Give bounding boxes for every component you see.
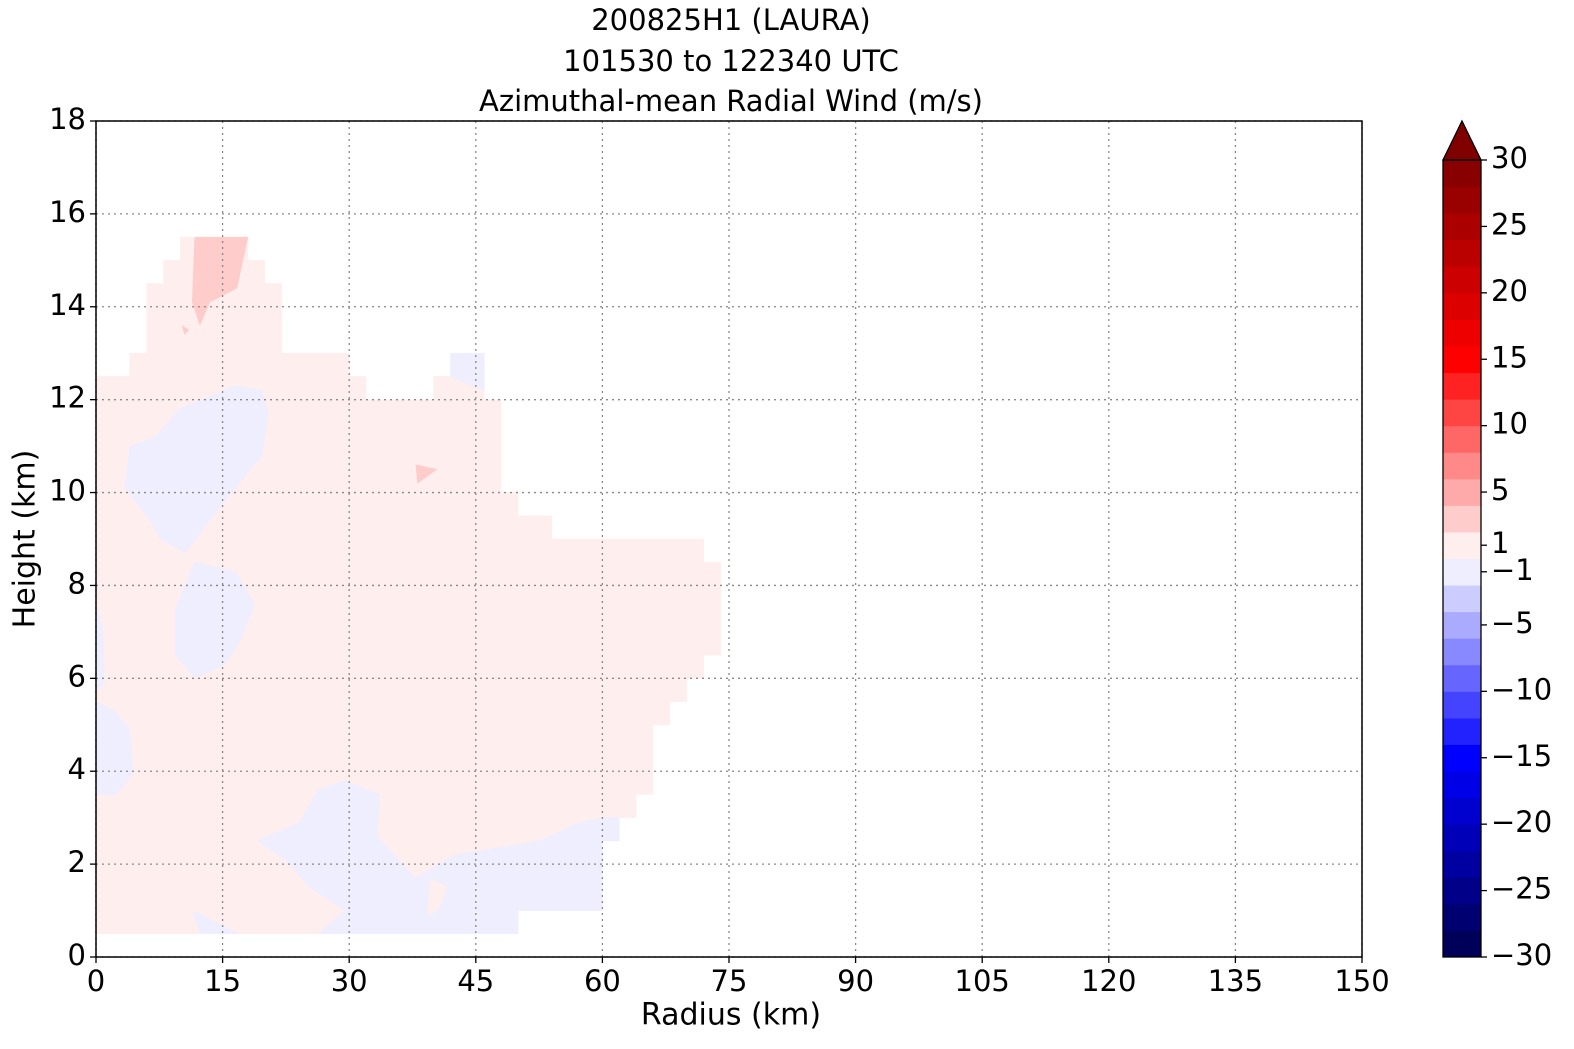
contour-region	[427, 877, 448, 916]
y-tick-label: 2	[68, 845, 86, 879]
chart-title: 101530 to 122340 UTC	[563, 44, 899, 78]
colorbar-band	[1443, 186, 1481, 214]
colorbar-band	[1443, 797, 1481, 825]
colorbar-band	[1443, 452, 1481, 480]
colorbar-tick-label: −15	[1491, 739, 1552, 773]
colorbar-band	[1443, 611, 1481, 639]
x-tick-label: 45	[457, 964, 494, 998]
y-tick-label: 10	[49, 474, 86, 508]
x-tick-label: 75	[711, 964, 748, 998]
x-tick-label: 135	[1208, 964, 1263, 998]
colorbar-band	[1443, 903, 1481, 931]
colorbar-band	[1443, 345, 1481, 374]
x-tick-label: 90	[837, 964, 874, 998]
colorbar-band	[1443, 638, 1481, 666]
colorbar-band	[1443, 239, 1481, 267]
contour-region	[181, 324, 190, 336]
colorbar-tick-label: 30	[1491, 141, 1528, 175]
x-tick-label: 0	[87, 964, 105, 998]
contour-region	[191, 236, 249, 327]
colorbar-tick-label: −30	[1491, 938, 1552, 972]
colorbar-band	[1443, 850, 1481, 878]
colorbar-band	[1443, 372, 1481, 400]
contour-region	[192, 910, 239, 935]
colorbar-band	[1443, 292, 1481, 320]
x-axis-label: Radius (km)	[641, 998, 821, 1033]
y-tick-label: 18	[49, 102, 86, 136]
x-tick-label: 150	[1334, 964, 1389, 998]
colorbar-tick-label: −1	[1491, 553, 1534, 587]
colorbar-band	[1443, 319, 1481, 347]
colorbar-band	[1443, 505, 1481, 533]
colorbar-band	[1443, 160, 1481, 188]
colorbar-tick-label: 15	[1491, 340, 1528, 374]
x-tick-label: 105	[955, 964, 1010, 998]
y-tick-label: 12	[49, 381, 86, 415]
colorbar-band	[1443, 930, 1481, 958]
colorbar-tick-label: 10	[1491, 407, 1528, 441]
colorbar-band	[1443, 266, 1481, 294]
colorbar-band	[1443, 744, 1481, 772]
x-tick-label: 60	[584, 964, 621, 998]
chart-title: Azimuthal-mean Radial Wind (m/s)	[479, 84, 983, 118]
y-tick-label: 8	[68, 566, 86, 600]
colorbar-band	[1443, 478, 1481, 506]
colorbar-tick-label: 1	[1491, 526, 1509, 560]
contour-region	[175, 561, 255, 679]
colorbar-tick-label: 25	[1491, 207, 1528, 241]
contour-region	[256, 780, 620, 935]
colorbar-band	[1443, 558, 1481, 586]
y-tick-label: 16	[49, 195, 86, 229]
colorbar-band	[1443, 585, 1481, 613]
colorbar-band	[1443, 213, 1481, 241]
y-tick-label: 0	[68, 938, 86, 972]
x-tick-label: 15	[204, 964, 241, 998]
x-tick-label: 120	[1081, 964, 1136, 998]
contour-region	[95, 701, 134, 795]
plot-frame	[95, 120, 1363, 958]
colorbar-band	[1443, 824, 1481, 852]
x-tick-label: 30	[331, 964, 368, 998]
contour-region	[415, 464, 438, 484]
y-tick-label: 14	[49, 288, 86, 322]
colorbar-tick-label: −20	[1491, 805, 1552, 839]
y-tick-label: 4	[68, 752, 86, 786]
colorbar-frame	[1442, 159, 1482, 958]
contour-region	[124, 385, 269, 554]
y-tick-label: 6	[68, 659, 86, 693]
chart-title: 200825H1 (LAURA)	[591, 3, 871, 37]
colorbar-band	[1443, 399, 1481, 427]
y-axis-label: Height (km)	[8, 450, 43, 629]
colorbar-extend	[1441, 119, 1483, 161]
colorbar-tick-label: 5	[1491, 473, 1509, 507]
colorbar-band	[1443, 531, 1481, 559]
colorbar-tick-label: −5	[1491, 606, 1534, 640]
colorbar-band	[1443, 717, 1481, 745]
colorbar-band	[1443, 664, 1481, 692]
colorbar-band	[1443, 691, 1481, 719]
colorbar-band	[1443, 771, 1481, 799]
colorbar-tick-label: −10	[1491, 672, 1552, 706]
colorbar-tick-label: 20	[1491, 274, 1528, 308]
colorbar-band	[1443, 877, 1481, 905]
colorbar-band	[1443, 425, 1481, 453]
colorbar-tick-label: −25	[1491, 872, 1552, 906]
